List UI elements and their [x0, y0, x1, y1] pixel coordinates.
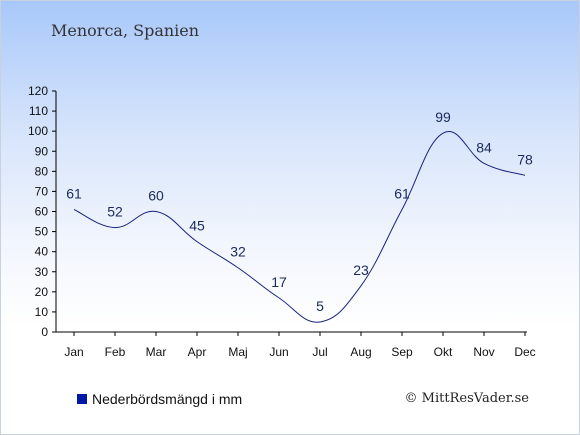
- x-tick-label: Dec: [514, 345, 535, 359]
- y-tick-label: 100: [28, 124, 48, 138]
- data-label: 60: [148, 188, 164, 204]
- x-tick-label: Okt: [434, 345, 453, 359]
- chart-title: Menorca, Spanien: [51, 21, 200, 40]
- data-label: 52: [107, 204, 123, 220]
- data-label: 78: [517, 151, 533, 167]
- y-tick-label: 70: [35, 184, 49, 198]
- y-tick-label: 90: [35, 144, 49, 158]
- x-tick-label: Jun: [269, 345, 288, 359]
- credit-text: © MittResVader.se: [404, 391, 529, 406]
- y-tick-label: 0: [41, 325, 48, 339]
- y-tick-label: 120: [28, 84, 48, 98]
- data-label: 17: [271, 274, 287, 290]
- x-tick-label: Mar: [146, 345, 167, 359]
- data-label: 5: [316, 298, 324, 314]
- legend: Nederbördsmängd i mm: [77, 391, 242, 407]
- y-tick-label: 40: [35, 245, 49, 259]
- legend-label: Nederbördsmängd i mm: [92, 391, 243, 407]
- y-tick-label: 50: [35, 225, 49, 239]
- y-tick-label: 20: [35, 285, 49, 299]
- y-tick-label: 60: [35, 205, 49, 219]
- x-tick-label: Maj: [228, 345, 247, 359]
- data-label: 45: [189, 218, 205, 234]
- y-tick-label: 30: [35, 265, 49, 279]
- y-tick-label: 110: [29, 104, 48, 118]
- data-label: 23: [353, 262, 369, 278]
- data-label: 84: [476, 139, 492, 155]
- x-tick-label: Jul: [312, 345, 327, 359]
- x-tick-label: Aug: [350, 345, 371, 359]
- x-tick-label: Nov: [473, 345, 494, 359]
- series-line: [73, 131, 526, 323]
- data-label: 99: [435, 109, 451, 125]
- data-label: 61: [66, 185, 82, 201]
- x-tick-label: Jan: [64, 345, 83, 359]
- x-tick-label: Apr: [188, 345, 207, 359]
- legend-swatch: [77, 394, 87, 404]
- x-tick-label: Feb: [105, 345, 126, 359]
- y-tick-label: 80: [35, 164, 49, 178]
- data-label: 32: [230, 244, 246, 260]
- y-tick-label: 10: [35, 305, 49, 319]
- x-tick-label: Sep: [391, 345, 413, 359]
- data-label: 61: [394, 185, 410, 201]
